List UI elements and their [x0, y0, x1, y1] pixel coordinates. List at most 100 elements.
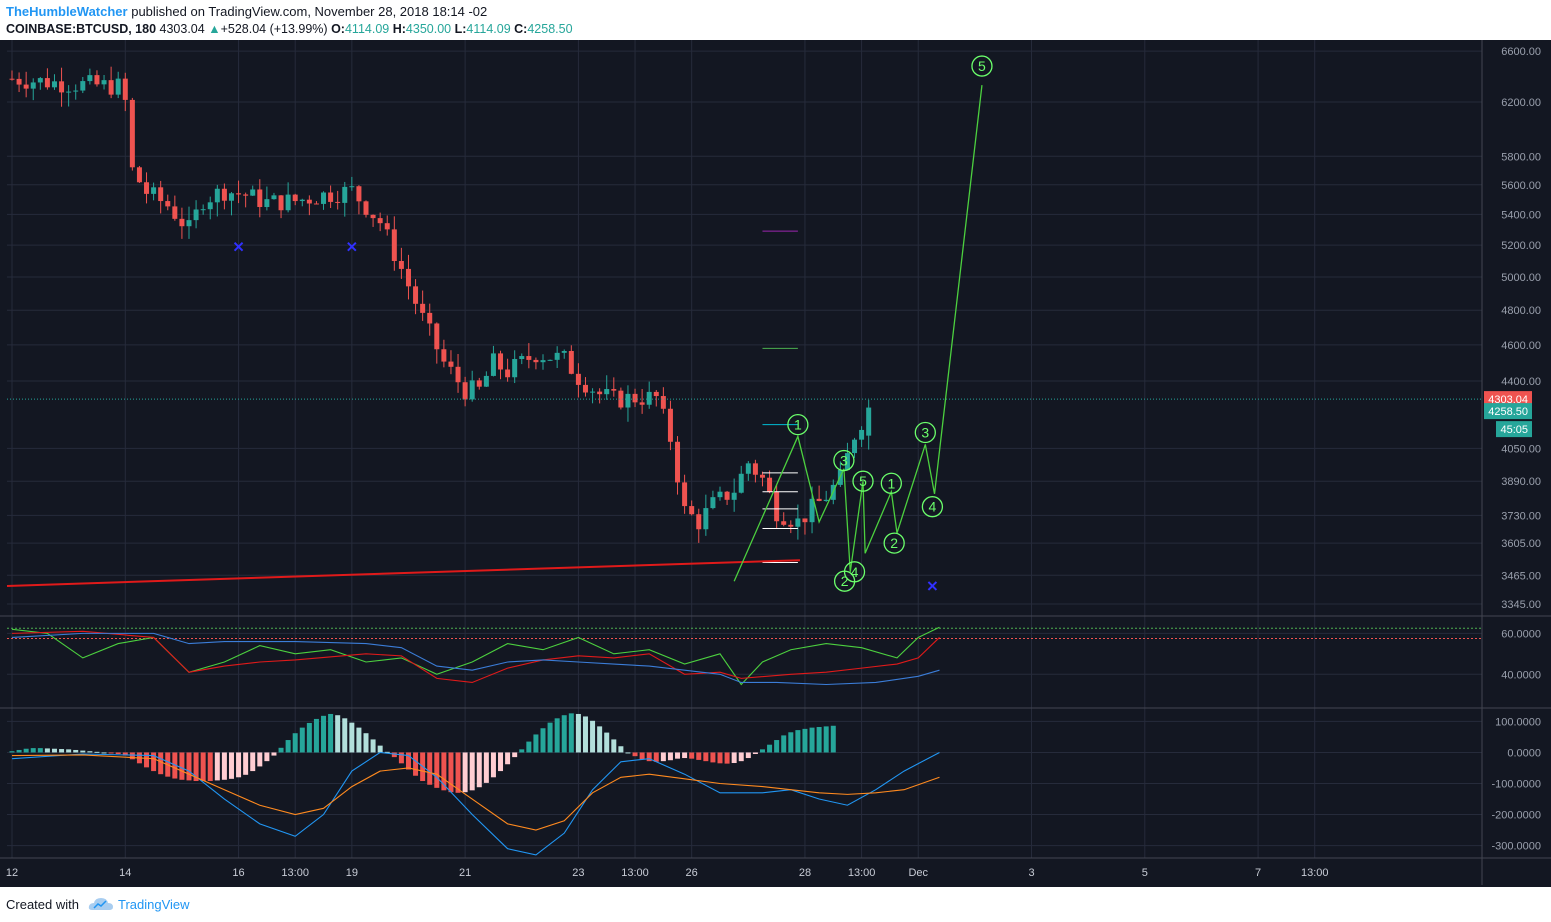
- macd-histogram-bar: [774, 740, 780, 753]
- time-tick-label: 3: [1028, 867, 1034, 879]
- time-tick-label: 23: [572, 867, 584, 879]
- macd-histogram-bar: [363, 733, 369, 753]
- price-tick-label: 5600.00: [1501, 180, 1541, 192]
- wave-label-circle: [914, 421, 936, 444]
- macd-histogram-bar: [207, 752, 213, 782]
- macd-histogram-bar: [604, 732, 610, 753]
- macd-histogram-bar: [427, 752, 433, 785]
- candle-body: [490, 353, 496, 376]
- wave-label-circle: [833, 449, 855, 472]
- price-tick-label: 4600.00: [1501, 340, 1541, 352]
- candle-body: [547, 359, 553, 361]
- price-tick-label: 5200.00: [1501, 240, 1541, 252]
- macd-histogram-bar: [370, 739, 376, 753]
- close-price-tag: 4258.50: [1488, 406, 1528, 418]
- macd-histogram-bar: [292, 733, 298, 753]
- last-price: 4303.04: [159, 22, 205, 36]
- macd-histogram-bar: [94, 751, 100, 753]
- macd-histogram-bar: [44, 748, 50, 753]
- macd-histogram-bar: [632, 752, 638, 757]
- macd-histogram-bar: [795, 730, 801, 753]
- macd-histogram-bar: [646, 752, 652, 762]
- price-tick-label: 6600.00: [1501, 46, 1541, 58]
- macd-histogram-bar: [639, 752, 645, 760]
- candle-body: [391, 229, 397, 262]
- low-label: L:: [454, 22, 467, 36]
- macd-histogram-bar: [335, 715, 341, 753]
- macd-histogram-bar: [313, 718, 319, 753]
- macd-histogram-bar: [519, 749, 525, 753]
- wave-label: 5: [978, 58, 986, 74]
- candle-body: [462, 382, 468, 400]
- macd-histogram-bar: [391, 752, 397, 758]
- candle-body: [115, 78, 121, 95]
- macd-signal-line: [11, 754, 940, 831]
- time-tick-label: 26: [686, 867, 698, 879]
- candle-body: [292, 194, 298, 202]
- candle-body: [271, 195, 277, 200]
- candle-body: [384, 223, 390, 230]
- publish-line: TheHumbleWatcher published on TradingVie…: [6, 4, 487, 19]
- macd-histogram-bar: [73, 749, 79, 753]
- elliott-wave-path: [733, 85, 983, 582]
- price-tick-label: 4400.00: [1501, 376, 1541, 388]
- candle-body: [136, 167, 142, 183]
- author-link[interactable]: TheHumbleWatcher: [6, 4, 128, 19]
- candle-body: [469, 380, 475, 400]
- chart-canvas[interactable]: 12 14 16 13:00 19 21 23 13:00 26 28 13:00 Dec 3 5 7 13:…: [0, 40, 1551, 887]
- wave-label-circle: [880, 472, 902, 494]
- candle-body: [413, 286, 419, 304]
- high-label: H:: [392, 22, 406, 36]
- time-tick-label: 13:00: [281, 867, 309, 879]
- candle-body: [660, 396, 666, 409]
- candle-body: [51, 81, 57, 88]
- candle-body: [646, 391, 652, 405]
- macd-histogram-bar: [278, 747, 284, 753]
- footer: Created with TradingView: [0, 887, 1551, 922]
- candle-body: [306, 199, 312, 204]
- trendline: [6, 559, 800, 587]
- current-price-tag: 4303.04: [1488, 394, 1528, 406]
- macd-histogram-bar: [547, 722, 553, 753]
- symbol-label: COINBASE:BTCUSD, 180: [6, 22, 157, 36]
- candle-body: [129, 99, 135, 168]
- candle-body: [731, 492, 737, 500]
- candle-body: [852, 439, 858, 454]
- candle-body: [257, 189, 263, 208]
- current-price-tag-bg: [1484, 391, 1532, 408]
- candle-body: [483, 375, 489, 387]
- candle-body: [703, 508, 709, 530]
- macd-histogram-bar: [823, 726, 829, 753]
- time-tick-label: 13:00: [1301, 867, 1329, 879]
- macd-histogram-bar: [108, 752, 114, 754]
- macd-histogram-bar: [179, 752, 185, 780]
- price-tick-label: 5400.00: [1501, 209, 1541, 221]
- time-tick-label: 7: [1255, 867, 1261, 879]
- macd-histogram-bar: [122, 752, 128, 756]
- candle-body: [59, 81, 65, 93]
- candle-body: [420, 303, 426, 313]
- macd-histogram-bar: [498, 752, 504, 772]
- macd-histogram-bar: [349, 722, 355, 753]
- wave-label-circle: [843, 561, 866, 583]
- candle-body: [80, 81, 86, 91]
- candle-body: [101, 80, 107, 85]
- macd-histogram-bar: [405, 752, 411, 770]
- change-arrow-icon: ▲: [208, 22, 221, 36]
- macd-tick-label: -100.0000: [1491, 779, 1541, 791]
- price-tick-label: 4800.00: [1501, 305, 1541, 317]
- candle-body: [94, 75, 100, 85]
- candle-body: [568, 350, 574, 374]
- candle-body: [795, 518, 801, 527]
- tradingview-link[interactable]: TradingView: [118, 897, 190, 912]
- candle-body: [455, 366, 461, 383]
- macd-histogram-bar: [321, 715, 327, 753]
- candle-body: [675, 441, 681, 483]
- tradingview-cloud-icon: [88, 898, 113, 910]
- candle-body: [144, 182, 150, 194]
- macd-histogram-bar: [342, 718, 348, 753]
- macd-histogram-bar: [264, 752, 270, 762]
- time-tick-label: 12: [6, 867, 18, 879]
- countdown-tag: 45:05: [1500, 424, 1528, 436]
- candle-body: [377, 218, 383, 224]
